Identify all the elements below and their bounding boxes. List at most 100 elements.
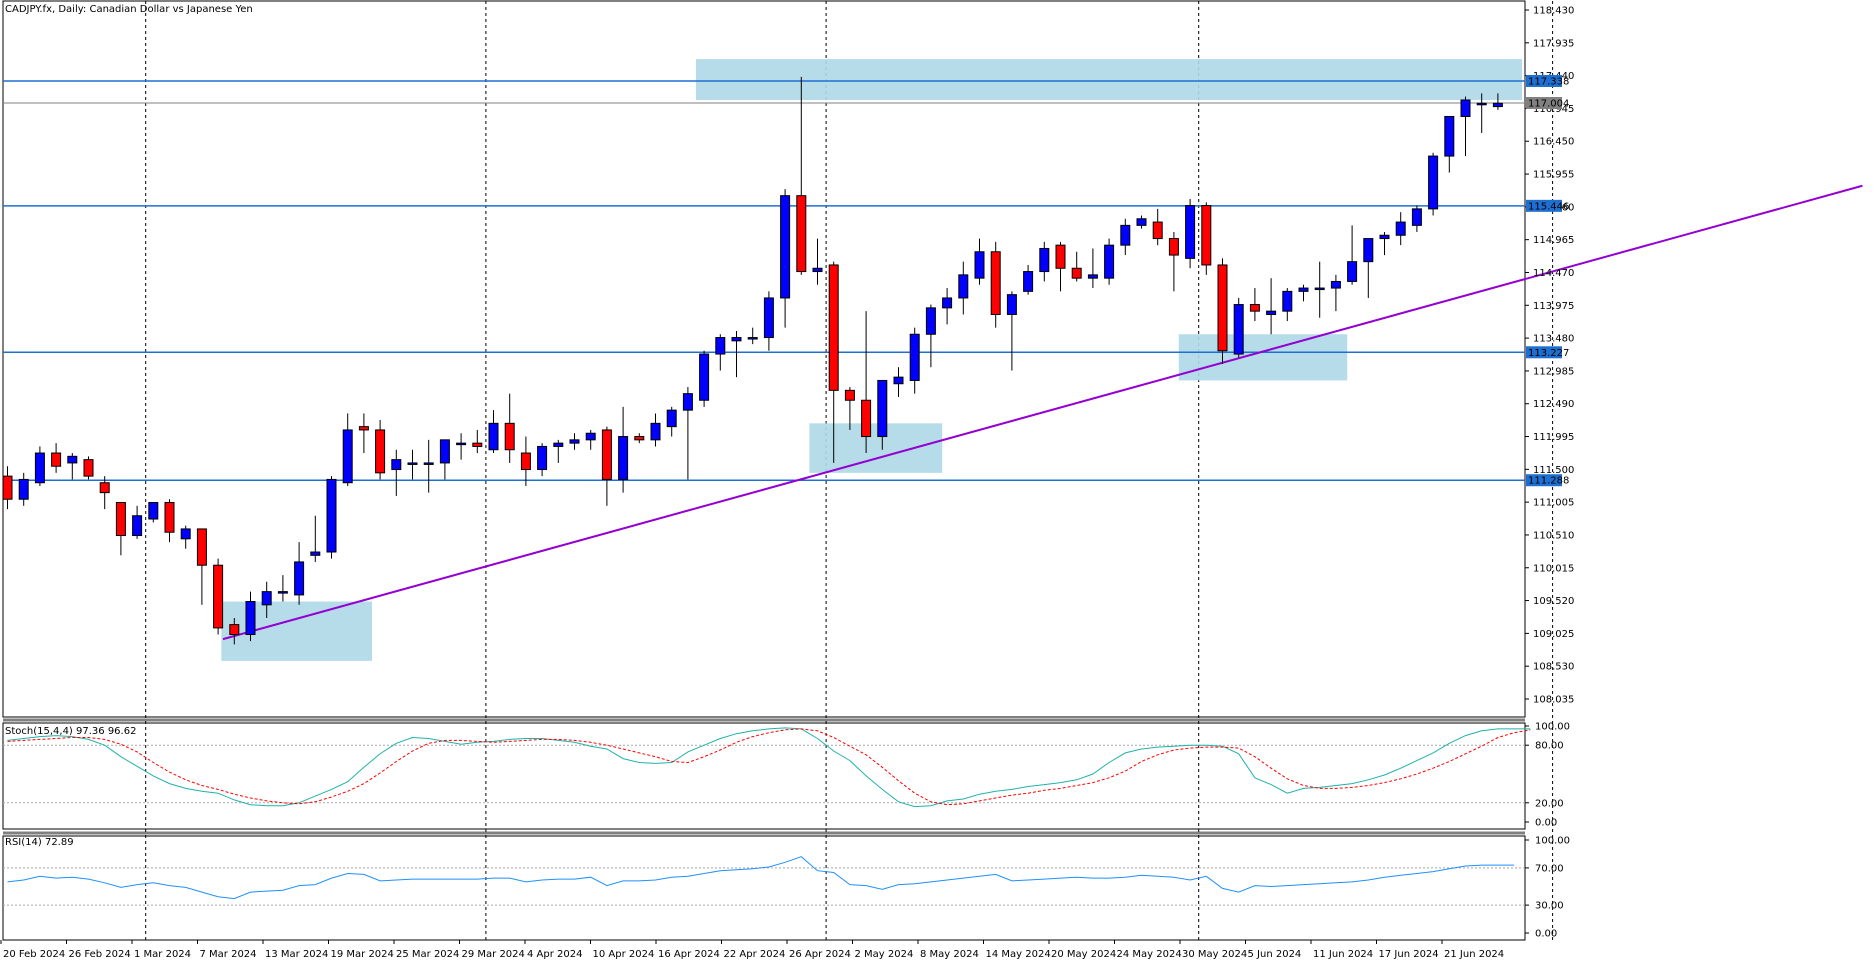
candle-body bbox=[1492, 102, 1503, 108]
candle bbox=[34, 446, 45, 487]
candle-body bbox=[245, 601, 256, 636]
date-tick-label: 14 May 2024 bbox=[986, 949, 1051, 960]
candle-body bbox=[1379, 234, 1390, 240]
stoch-main-line bbox=[7, 727, 1531, 808]
candle bbox=[812, 238, 823, 285]
candle-body bbox=[132, 515, 143, 537]
candle bbox=[1233, 297, 1244, 358]
candle bbox=[553, 439, 564, 463]
candle bbox=[439, 439, 450, 480]
candle-body bbox=[715, 337, 726, 355]
candle-body bbox=[342, 429, 353, 484]
candle bbox=[196, 528, 207, 605]
candle bbox=[1460, 96, 1471, 157]
candle-body bbox=[375, 429, 386, 474]
candle-body bbox=[488, 422, 499, 451]
candle bbox=[1330, 274, 1341, 312]
candle-body bbox=[18, 478, 29, 500]
indicator-tick-label: 30.00 bbox=[1535, 901, 1564, 912]
candle bbox=[1217, 258, 1228, 364]
candle-body bbox=[650, 422, 661, 441]
candle-body bbox=[310, 551, 321, 556]
candle bbox=[1282, 288, 1293, 322]
candle-body bbox=[99, 482, 110, 494]
price-tick-label: 111.500 bbox=[1533, 465, 1574, 476]
candle bbox=[342, 413, 353, 487]
candle bbox=[990, 241, 1001, 328]
candle-body bbox=[1006, 294, 1017, 315]
candle-body bbox=[942, 297, 953, 309]
price-tick-label: 115.955 bbox=[1533, 170, 1574, 181]
date-tick-label: 1 Mar 2024 bbox=[134, 949, 191, 960]
candle-body bbox=[1460, 99, 1471, 117]
candle-body bbox=[1314, 287, 1325, 291]
candle-body bbox=[34, 452, 45, 484]
horizontal-levels bbox=[3, 80, 1525, 481]
date-tick-label: 21 Jun 2024 bbox=[1444, 949, 1504, 960]
level-price-label-bg bbox=[1526, 346, 1562, 359]
candle bbox=[229, 618, 240, 645]
indicator-tick-label: 0.00 bbox=[1535, 929, 1557, 940]
candle bbox=[1411, 205, 1422, 232]
date-tick-label: 22 Apr 2024 bbox=[724, 949, 786, 960]
candle-body bbox=[407, 462, 418, 465]
date-tick-label: 8 May 2024 bbox=[920, 949, 979, 960]
candle-body bbox=[537, 445, 548, 471]
rsi-line bbox=[7, 856, 1515, 900]
candle-body bbox=[585, 432, 596, 441]
rsi-pane bbox=[2, 835, 1526, 941]
date-tick-label: 16 Apr 2024 bbox=[658, 949, 720, 960]
candle-body bbox=[1120, 224, 1131, 246]
price-tick-label: 116.450 bbox=[1533, 137, 1574, 148]
candle-body bbox=[1136, 218, 1147, 226]
candle bbox=[1136, 215, 1147, 229]
candle-body bbox=[520, 452, 531, 471]
candle-body bbox=[1347, 261, 1358, 282]
candle bbox=[601, 426, 612, 506]
candle bbox=[326, 476, 337, 559]
indicator-tick-label: 100.00 bbox=[1535, 722, 1570, 733]
candle-body bbox=[990, 251, 1001, 315]
candle bbox=[844, 387, 855, 430]
candle bbox=[1006, 291, 1017, 371]
candle-body bbox=[391, 459, 402, 471]
candle bbox=[569, 433, 580, 450]
candle-body bbox=[569, 439, 580, 444]
candle bbox=[472, 429, 483, 454]
candle-body bbox=[682, 393, 693, 411]
candle bbox=[1492, 93, 1503, 110]
indicator-tick-label: 100.00 bbox=[1535, 836, 1570, 847]
price-tick-label: 113.975 bbox=[1533, 301, 1574, 312]
candle bbox=[213, 558, 224, 635]
candle-body bbox=[1023, 271, 1034, 292]
date-tick-label: 19 Mar 2024 bbox=[331, 949, 394, 960]
candle bbox=[407, 449, 418, 480]
candle bbox=[423, 439, 434, 493]
candle bbox=[1314, 261, 1325, 318]
date-tick-label: 29 Mar 2024 bbox=[462, 949, 525, 960]
candle-body bbox=[1039, 247, 1050, 273]
candle-body bbox=[812, 267, 823, 273]
price-tick-label: 108.530 bbox=[1533, 662, 1574, 673]
level-price-label: 111.288 bbox=[1528, 476, 1569, 487]
candle-body bbox=[1411, 208, 1422, 226]
candle-body bbox=[1055, 244, 1066, 269]
level-price-label-bg bbox=[1526, 199, 1562, 212]
candle-body bbox=[1201, 205, 1212, 266]
candle-body bbox=[456, 442, 467, 446]
candle bbox=[1428, 152, 1439, 216]
candle bbox=[958, 261, 969, 315]
candle-body bbox=[1104, 244, 1115, 279]
date-axis: 20 Feb 2024 26 Feb 2024 1 Mar 2024 7 Mar 20… bbox=[0, 940, 1504, 960]
date-tick-label: 17 Jun 2024 bbox=[1379, 949, 1439, 960]
candle-body bbox=[213, 564, 224, 629]
zone-box bbox=[1178, 334, 1348, 381]
candle bbox=[699, 350, 710, 407]
candle-body bbox=[861, 399, 872, 438]
date-tick-label: 13 Mar 2024 bbox=[265, 949, 328, 960]
candle bbox=[261, 581, 272, 619]
candle bbox=[1120, 218, 1131, 256]
candle bbox=[245, 591, 256, 642]
